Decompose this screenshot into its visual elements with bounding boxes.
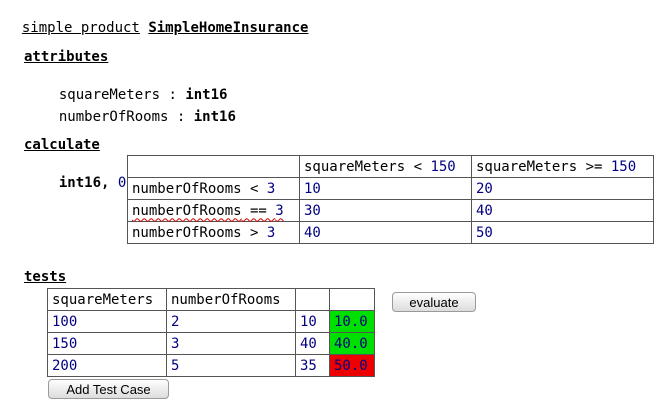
test-square-meters[interactable]: 200 xyxy=(47,354,167,377)
actual-column-header xyxy=(329,288,375,311)
signature-separator: , xyxy=(101,175,118,191)
default-value[interactable]: 0 xyxy=(117,175,127,191)
test-row: 100 2 10 10.0 xyxy=(47,310,375,333)
test-row: 150 3 40 40.0 xyxy=(47,332,375,355)
tests-table: squareMeters numberOfRooms 100 2 10 10.0… xyxy=(47,288,375,377)
attribute-name[interactable]: numberOfRooms xyxy=(58,109,169,125)
product-header: simple product SimpleHomeInsurance xyxy=(5,4,309,36)
test-square-meters[interactable]: 100 xyxy=(47,310,167,333)
return-type[interactable]: int16 xyxy=(58,175,102,191)
result-cell[interactable]: 40 xyxy=(471,199,654,222)
attribute-type[interactable]: int16 xyxy=(185,87,228,103)
decision-table-corner-cell xyxy=(127,155,300,178)
result-cell[interactable]: 20 xyxy=(471,177,654,200)
decision-table: squareMeters < 150 squareMeters >= 150 n… xyxy=(127,155,654,244)
test-expected-value[interactable]: 40 xyxy=(295,332,330,355)
column-condition-cell[interactable]: squareMeters >= 150 xyxy=(471,155,654,178)
add-test-case-button[interactable]: Add Test Case xyxy=(48,379,169,399)
test-actual-result-fail: 50.0 xyxy=(329,354,375,377)
tests-column-header: numberOfRooms xyxy=(166,288,296,311)
test-actual-result-pass: 10.0 xyxy=(329,310,375,333)
calculate-section-label: calculate xyxy=(24,137,100,153)
result-cell[interactable]: 40 xyxy=(299,221,472,244)
attribute-row[interactable]: numberOfRooms : int16 xyxy=(42,93,236,125)
test-expected-value[interactable]: 35 xyxy=(295,354,330,377)
expected-column-header xyxy=(295,288,330,311)
test-row: 200 5 35 50.0 xyxy=(47,354,375,377)
decision-table-row: numberOfRooms > 3 40 50 xyxy=(127,221,654,244)
column-condition-cell[interactable]: squareMeters < 150 xyxy=(299,155,472,178)
result-cell[interactable]: 50 xyxy=(471,221,654,244)
result-cell[interactable]: 10 xyxy=(299,177,472,200)
attribute-name[interactable]: squareMeters xyxy=(58,87,161,103)
product-name[interactable]: SimpleHomeInsurance xyxy=(148,20,309,36)
tests-header-row: squareMeters numberOfRooms xyxy=(47,288,375,311)
decision-table-row: numberOfRooms < 3 10 20 xyxy=(127,177,654,200)
result-cell[interactable]: 30 xyxy=(299,199,472,222)
simple-product-keyword: simple product xyxy=(21,20,140,36)
attribute-separator: : xyxy=(160,87,186,103)
test-number-of-rooms[interactable]: 5 xyxy=(166,354,296,377)
tests-section-label: tests xyxy=(24,269,67,285)
test-square-meters[interactable]: 150 xyxy=(47,332,167,355)
evaluate-button[interactable]: evaluate xyxy=(392,292,476,312)
row-condition-cell[interactable]: numberOfRooms > 3 xyxy=(127,221,300,244)
attribute-type[interactable]: int16 xyxy=(193,109,236,125)
tests-column-header: squareMeters xyxy=(47,288,167,311)
attributes-section-label: attributes xyxy=(24,49,109,65)
test-actual-result-pass: 40.0 xyxy=(329,332,375,355)
attribute-separator: : xyxy=(168,109,194,125)
decision-table-row: numberOfRooms == 3 30 40 xyxy=(127,199,654,222)
test-number-of-rooms[interactable]: 2 xyxy=(166,310,296,333)
decision-table-header-row: squareMeters < 150 squareMeters >= 150 xyxy=(127,155,654,178)
error-underline-text: numberOfRooms == 3 xyxy=(132,202,284,219)
attribute-row[interactable]: squareMeters : int16 xyxy=(42,71,228,103)
test-expected-value[interactable]: 10 xyxy=(295,310,330,333)
test-number-of-rooms[interactable]: 3 xyxy=(166,332,296,355)
row-condition-cell[interactable]: numberOfRooms < 3 xyxy=(127,177,300,200)
row-condition-cell[interactable]: numberOfRooms == 3 xyxy=(127,199,300,222)
calculate-signature: int16, 0 xyxy=(42,159,126,191)
